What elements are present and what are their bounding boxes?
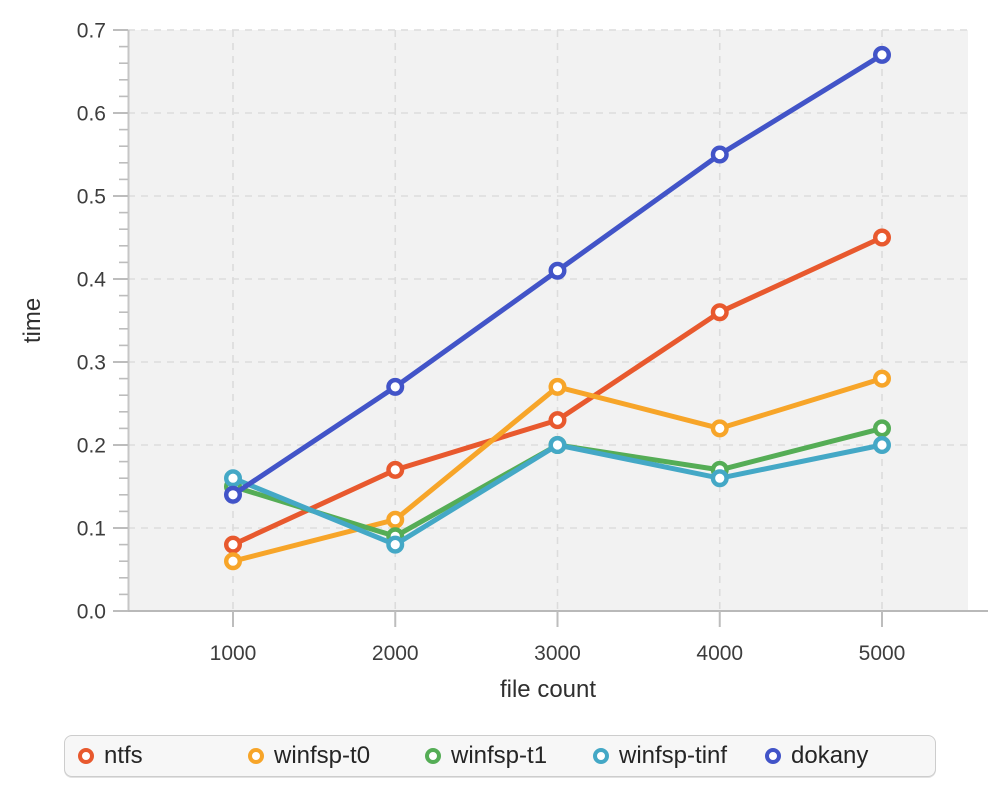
y-tick-label: 0.4 (77, 269, 107, 292)
data-point-ntfs[interactable] (223, 535, 242, 554)
legend-label: dokany (791, 742, 869, 769)
data-point-winfsp-tinf[interactable] (548, 436, 567, 455)
data-point-winfsp-tinf[interactable] (223, 469, 242, 488)
data-point-dokany[interactable] (223, 485, 242, 504)
x-tick-label: 2000 (372, 642, 419, 665)
data-point-winfsp-tinf[interactable] (873, 436, 892, 455)
legend-item-winfsp-tinf[interactable]: winfsp-tinf (593, 744, 727, 768)
series-dokany (223, 45, 892, 504)
y-tick-label: 0.6 (77, 103, 106, 126)
y-tick-label: 0.5 (77, 186, 106, 209)
data-point-winfsp-t0[interactable] (710, 419, 729, 438)
y-tick-label: 0.2 (77, 435, 106, 458)
legend-item-ntfs[interactable]: ntfs (78, 744, 143, 768)
data-point-dokany[interactable] (710, 145, 729, 164)
data-point-dokany[interactable] (386, 377, 405, 396)
legend-label: winfsp-t0 (274, 742, 371, 769)
data-point-winfsp-t0[interactable] (386, 510, 405, 529)
data-point-ntfs[interactable] (710, 303, 729, 322)
data-point-winfsp-tinf[interactable] (386, 535, 405, 554)
legend-item-winfsp-t0[interactable]: winfsp-t0 (248, 744, 370, 768)
data-point-winfsp-t1[interactable] (873, 419, 892, 438)
y-axis-title: time (19, 298, 46, 343)
x-tick-label: 4000 (696, 642, 743, 665)
data-point-ntfs[interactable] (873, 228, 892, 247)
data-point-dokany[interactable] (873, 45, 892, 64)
legend-marker-icon (248, 748, 264, 764)
data-point-dokany[interactable] (548, 261, 567, 280)
x-tick-label: 3000 (534, 642, 581, 665)
y-tick-label: 0.0 (77, 601, 106, 624)
x-axis-ticks: 1000 2000 3000 4000 5000 (210, 611, 906, 665)
legend-marker-icon (765, 748, 781, 764)
x-tick-label: 5000 (859, 642, 906, 665)
chart-legend: ntfs winfsp-t0 winfsp-t1 winfsp-tinf dokany (64, 735, 936, 777)
legend-marker-icon (425, 748, 441, 764)
legend-label: winfsp-tinf (619, 742, 728, 769)
legend-label: ntfs (104, 742, 143, 769)
series-winfsp-tinf (223, 436, 892, 554)
legend-item-dokany[interactable]: dokany (765, 744, 868, 768)
legend-marker-icon (78, 748, 94, 764)
x-tick-label: 1000 (210, 642, 257, 665)
data-point-winfsp-t0[interactable] (548, 377, 567, 396)
y-tick-label: 0.7 (77, 20, 106, 43)
data-point-winfsp-t0[interactable] (873, 369, 892, 388)
y-axis-ticks: 0.0 0.1 0.2 0.3 0.4 0.5 0.6 0.7 (77, 20, 128, 624)
legend-label: winfsp-t1 (451, 742, 548, 769)
legend-marker-icon (593, 748, 609, 764)
data-point-ntfs[interactable] (386, 460, 405, 479)
y-tick-label: 0.1 (77, 518, 106, 541)
data-point-winfsp-tinf[interactable] (710, 469, 729, 488)
data-point-winfsp-t0[interactable] (223, 552, 242, 571)
series-ntfs (223, 228, 892, 554)
plot-area (128, 30, 968, 611)
legend-item-winfsp-t1[interactable]: winfsp-t1 (425, 744, 547, 768)
x-axis-title: file count (500, 676, 596, 703)
data-point-ntfs[interactable] (548, 411, 567, 430)
series-winfsp-t0 (223, 369, 892, 571)
y-tick-label: 0.3 (77, 352, 106, 375)
